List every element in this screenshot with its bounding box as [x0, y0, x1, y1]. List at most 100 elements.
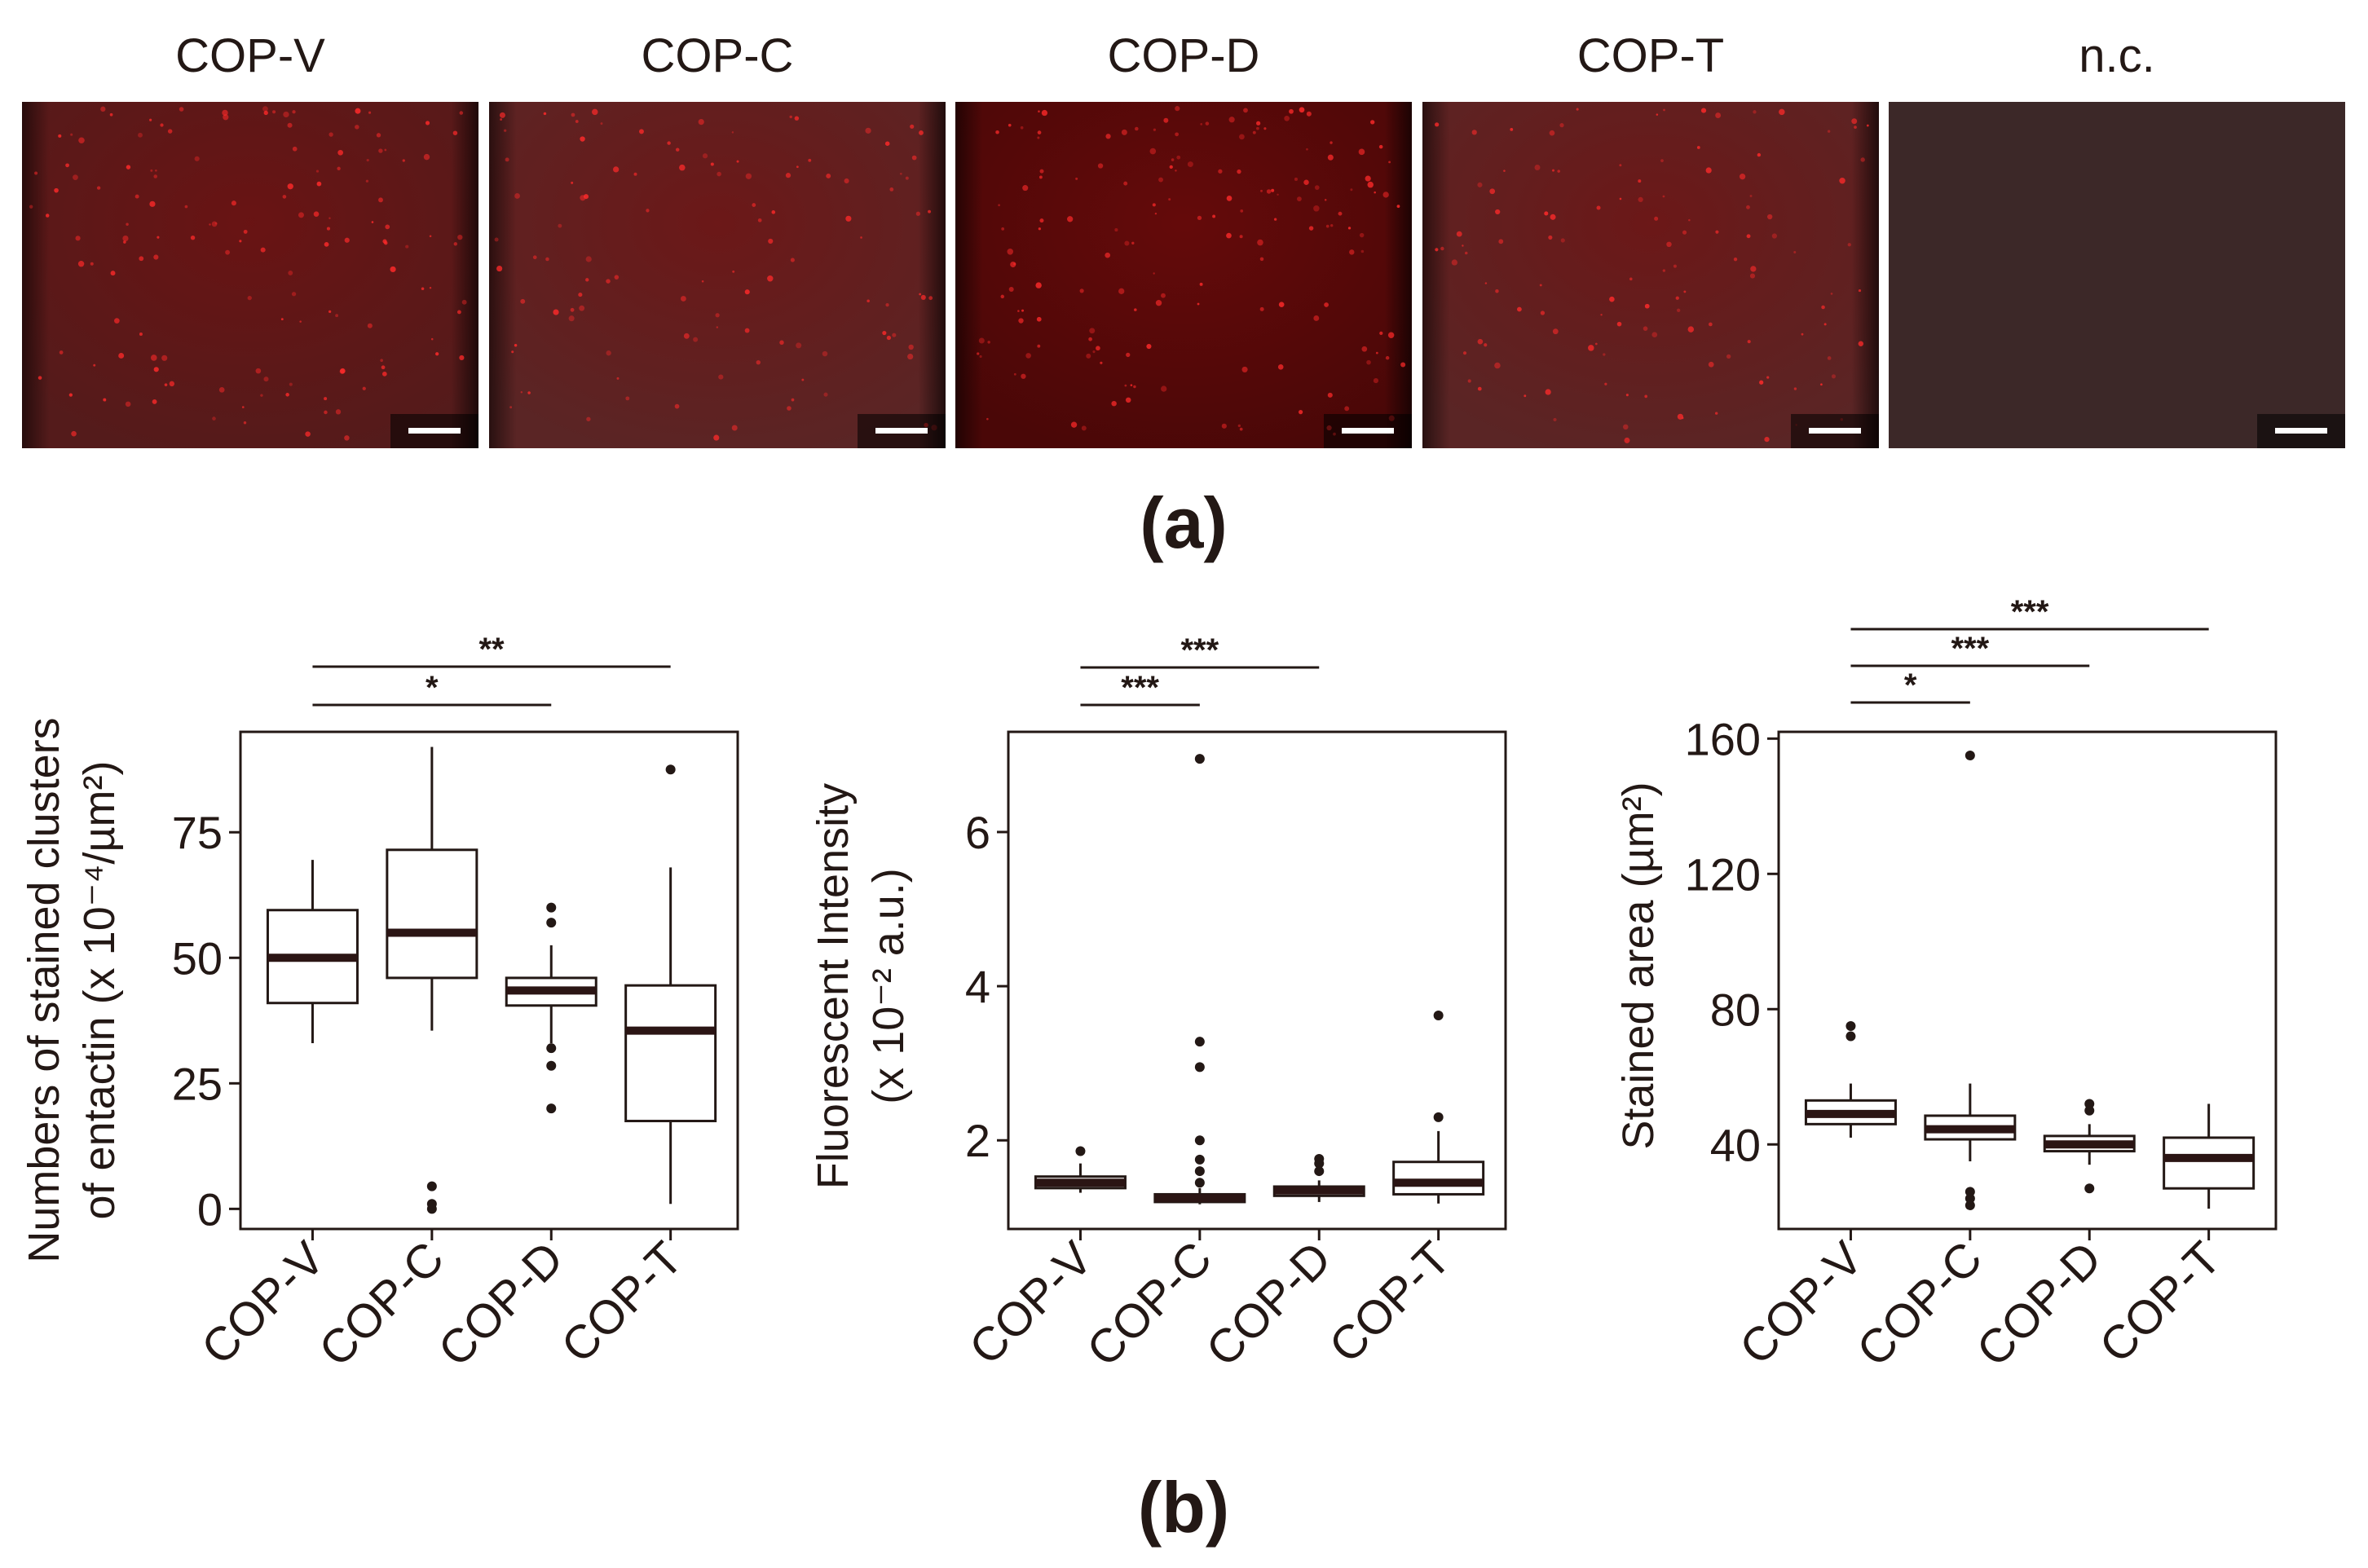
micrograph-cop-d	[955, 102, 1412, 448]
fluorescent-spot	[1125, 397, 1131, 403]
scale-bar	[2275, 428, 2327, 434]
fluorescent-spot	[928, 209, 931, 214]
fluorescent-spot	[1643, 326, 1648, 331]
fluorescent-spot	[1022, 185, 1029, 192]
fluorescent-spot	[1175, 106, 1180, 112]
fluorescent-spot	[1688, 218, 1691, 222]
y-axis-label-line-1: Numbers of stained clusters	[20, 717, 68, 1262]
fluorescent-spot	[153, 174, 158, 178]
fluorescent-spot	[1623, 424, 1629, 430]
fluorescent-spot	[1176, 155, 1181, 160]
fluorescent-spot	[34, 171, 38, 175]
fluorescent-spot	[919, 293, 922, 296]
fluorescent-spot	[1576, 108, 1579, 111]
fluorescent-spot	[578, 293, 583, 297]
fluorescent-spot	[1771, 233, 1778, 239]
outlier-point	[1194, 1135, 1205, 1146]
fluorescent-spot	[1644, 394, 1647, 399]
fluorescent-spot	[613, 166, 620, 173]
fluorescent-spot	[756, 359, 761, 365]
fluorescent-spot	[496, 265, 503, 272]
fluorescent-spot	[169, 381, 175, 387]
fluorescent-spot	[65, 163, 69, 168]
fluorescent-spot	[1205, 121, 1210, 126]
fluorescent-spot	[1370, 120, 1375, 125]
fluorescent-spot	[114, 318, 120, 324]
fluorescent-spot	[70, 133, 73, 136]
fluorescent-spot	[262, 106, 268, 112]
y-axis-label-line-2: (x 10⁻² a.u.)	[864, 868, 913, 1104]
fluorescent-spot	[1793, 387, 1797, 390]
fluorescent-spot	[1660, 159, 1664, 163]
y-tick-label: 50	[172, 932, 223, 984]
fluorescent-spot	[892, 333, 897, 337]
fluorescent-spot	[328, 310, 332, 314]
fluorescent-spot	[1075, 177, 1078, 180]
fluorescent-spot	[745, 173, 752, 179]
x-tick-label-cop-v: COP-V	[1730, 1231, 1873, 1375]
outlier-point	[546, 1060, 557, 1071]
significance-label: ***	[1951, 631, 1989, 667]
fluorescent-spot	[1013, 372, 1016, 376]
fluorescent-spot	[907, 353, 914, 360]
fluorescent-spot	[1081, 425, 1087, 431]
fluorescent-spot	[315, 170, 320, 173]
fluorescent-spot	[757, 218, 762, 222]
fluorescent-spot	[1753, 110, 1757, 114]
outlier-point	[2084, 1099, 2095, 1109]
fluorescent-spot	[212, 416, 216, 421]
fluorescent-spot	[1603, 353, 1606, 356]
fluorescent-spot	[585, 278, 589, 282]
y-axis-label-line-1: Fluorescent Intensity	[809, 783, 858, 1189]
fluorescent-spot	[845, 215, 852, 222]
fluorescent-spot	[633, 172, 637, 176]
outlier-point	[1433, 1011, 1444, 1021]
fluorescent-spot	[718, 374, 724, 380]
fluorescent-spot	[429, 287, 432, 289]
fluorescent-spot	[263, 110, 268, 116]
fluorescent-spot	[1124, 384, 1127, 387]
fluorescent-spot	[110, 271, 116, 276]
significance-label: ***	[1180, 632, 1219, 668]
box-plot-cluster-count: 0 25 50 75 Numbers of stained clusters of ent…	[20, 632, 739, 1376]
fluorescent-spot	[1197, 302, 1200, 306]
fluorescent-spot	[1604, 382, 1607, 385]
fluorescent-spot	[1839, 177, 1845, 184]
fluorescent-spot	[153, 367, 159, 372]
fluorescent-spot	[1866, 124, 1869, 127]
fluorescent-spot	[366, 158, 369, 162]
fluorescent-spot	[1696, 146, 1700, 149]
fluorescent-spot	[1226, 232, 1232, 239]
fluorescent-spot	[1237, 424, 1241, 428]
fluorescent-spot	[1273, 218, 1277, 221]
fluorescent-spot	[289, 382, 293, 386]
fluorescent-spot	[1594, 342, 1598, 346]
fluorescent-spot	[1314, 185, 1320, 190]
fluorescent-spot	[1021, 373, 1026, 379]
panel-a-label: (a)	[1140, 482, 1228, 563]
fluorescent-spot	[1495, 209, 1501, 215]
fluorescent-spot	[1358, 148, 1365, 156]
fluorescent-spot	[1858, 289, 1862, 293]
fluorescent-spot	[494, 237, 499, 242]
fluorescent-spot	[29, 205, 33, 209]
fluorescent-spot	[675, 148, 680, 152]
fluorescent-spot	[1327, 392, 1333, 398]
fluorescent-spot	[1111, 400, 1117, 407]
x-tick-label-cop-d: COP-D	[428, 1231, 573, 1376]
fluorescent-spot	[211, 221, 218, 227]
box-cop-c	[1153, 754, 1246, 1205]
outlier-point	[1314, 1153, 1325, 1164]
fluorescent-spot	[103, 398, 107, 402]
fluorescent-spot	[149, 200, 156, 207]
fluorescent-spot	[1709, 322, 1713, 327]
fluorescent-spot	[882, 330, 887, 336]
fluorescent-spot	[1259, 306, 1264, 311]
fluorescent-spot	[865, 127, 871, 134]
fluorescent-spot	[616, 377, 620, 380]
fluorescent-spot	[1373, 378, 1379, 384]
fluorescent-spot	[1168, 198, 1171, 201]
scale-bar	[1809, 428, 1861, 434]
fluorescent-spot	[736, 160, 739, 163]
